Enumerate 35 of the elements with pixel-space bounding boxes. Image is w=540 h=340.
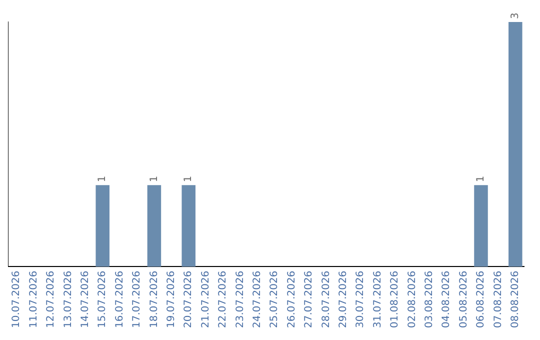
- x-tick-label: 17.07.2026: [132, 270, 143, 328]
- x-tick-label: 02.08.2026: [406, 270, 418, 328]
- x-tick-label: 24.07.2026: [252, 270, 263, 328]
- x-tick-label: 27.07.2026: [304, 270, 315, 328]
- x-tick-label: 19.07.2026: [166, 270, 177, 328]
- x-tick-label: 12.07.2026: [46, 270, 57, 328]
- x-tick-label: 18.07.2026: [148, 270, 160, 328]
- x-tick-label: 25.07.2026: [269, 270, 280, 328]
- data-label: 1: [476, 176, 487, 182]
- x-tick-label: 20.07.2026: [183, 270, 194, 328]
- x-tick-label: 30.07.2026: [355, 270, 366, 328]
- x-tick-label: 11.07.2026: [28, 270, 40, 328]
- x-tick-label: 23.07.2026: [234, 270, 246, 328]
- x-tick-label: 03.08.2026: [424, 270, 435, 328]
- x-tick-label: 13.07.2026: [62, 270, 74, 328]
- x-tick-label: 05.08.2026: [458, 270, 470, 328]
- x-tick-label: 29.07.2026: [338, 270, 349, 328]
- data-label: 1: [97, 176, 108, 182]
- x-tick-label: 08.08.2026: [510, 270, 521, 328]
- x-tick-label: 16.07.2026: [114, 270, 126, 328]
- x-tick-label: 06.08.2026: [476, 270, 487, 328]
- data-label: 1: [183, 176, 194, 182]
- x-tick-label: 28.07.2026: [320, 270, 332, 328]
- x-tick-label: 22.07.2026: [218, 270, 229, 328]
- x-tick-label: 01.08.2026: [390, 270, 401, 328]
- x-tick-label: 31.07.2026: [372, 270, 384, 328]
- x-tick-label: 26.07.2026: [286, 270, 298, 328]
- x-tick-label: 04.08.2026: [441, 270, 452, 328]
- x-tick-label: 14.07.2026: [80, 270, 91, 328]
- data-label: 1: [148, 176, 160, 182]
- data-label: 3: [510, 12, 521, 19]
- x-tick-label: 07.08.2026: [492, 270, 504, 328]
- x-tick-label: 21.07.2026: [200, 270, 212, 328]
- x-tick-label: 10.07.2026: [11, 270, 22, 328]
- x-tick-label: 15.07.2026: [97, 270, 108, 328]
